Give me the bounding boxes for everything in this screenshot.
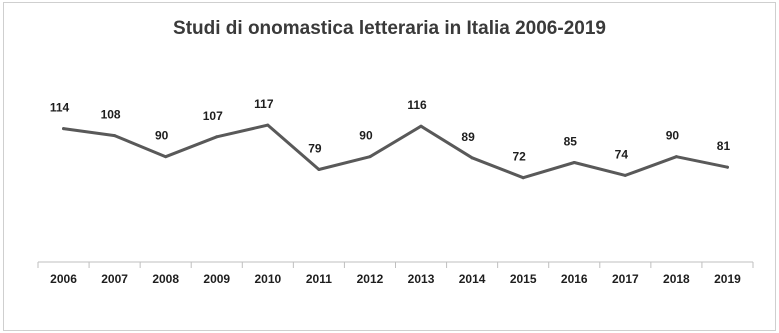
x-tick-label: 2013 bbox=[408, 272, 435, 286]
data-label: 74 bbox=[615, 147, 629, 161]
data-label: 116 bbox=[407, 98, 427, 112]
data-label: 108 bbox=[101, 108, 121, 122]
data-point bbox=[725, 165, 729, 169]
data-point bbox=[470, 156, 474, 160]
data-point bbox=[266, 123, 270, 127]
series-layer bbox=[62, 123, 729, 180]
data-point bbox=[113, 134, 117, 138]
data-point bbox=[674, 155, 678, 159]
x-tick-label: 2012 bbox=[357, 272, 384, 286]
data-label: 72 bbox=[512, 150, 526, 164]
data-label: 90 bbox=[359, 129, 373, 143]
data-label: 79 bbox=[308, 142, 322, 156]
data-point bbox=[164, 155, 168, 159]
data-point bbox=[215, 135, 219, 139]
data-point bbox=[368, 155, 372, 159]
chart-title: Studi di onomastica letteraria in Italia… bbox=[173, 18, 606, 39]
x-tick-label: 2006 bbox=[50, 272, 77, 286]
data-label: 107 bbox=[203, 109, 223, 123]
series-line bbox=[62, 123, 729, 180]
x-tick-label: 2015 bbox=[510, 272, 537, 286]
data-point bbox=[572, 161, 576, 165]
x-tick-label: 2009 bbox=[203, 272, 230, 286]
x-tick-labels: 2006 2007 2008 2009 2010 2011 2012 2013 2014 2015… bbox=[50, 272, 741, 286]
data-label: 89 bbox=[461, 130, 475, 144]
x-tick-label: 2018 bbox=[663, 272, 690, 286]
x-tick-label: 2019 bbox=[714, 272, 741, 286]
data-label: 114 bbox=[50, 101, 70, 115]
data-label: 85 bbox=[564, 135, 578, 149]
x-tick-label: 2017 bbox=[612, 272, 639, 286]
x-axis bbox=[37, 261, 754, 268]
data-point bbox=[521, 176, 525, 180]
data-point bbox=[317, 168, 321, 172]
x-tick-label: 2010 bbox=[254, 272, 281, 286]
data-point bbox=[623, 173, 627, 177]
data-label: 90 bbox=[155, 129, 169, 143]
data-label: 81 bbox=[717, 139, 731, 153]
data-label: 117 bbox=[254, 97, 274, 111]
x-tick-label: 2014 bbox=[459, 272, 486, 286]
data-point bbox=[419, 124, 423, 128]
x-tick-label: 2008 bbox=[152, 272, 179, 286]
data-labels: 114 108 90 107 117 79 90 116 89 72 85 74 90 81 bbox=[50, 97, 731, 164]
x-tick-label: 2011 bbox=[306, 272, 332, 286]
x-tick-label: 2016 bbox=[561, 272, 588, 286]
x-tick-label: 2007 bbox=[101, 272, 128, 286]
data-point bbox=[62, 127, 66, 131]
data-label: 90 bbox=[666, 129, 680, 143]
